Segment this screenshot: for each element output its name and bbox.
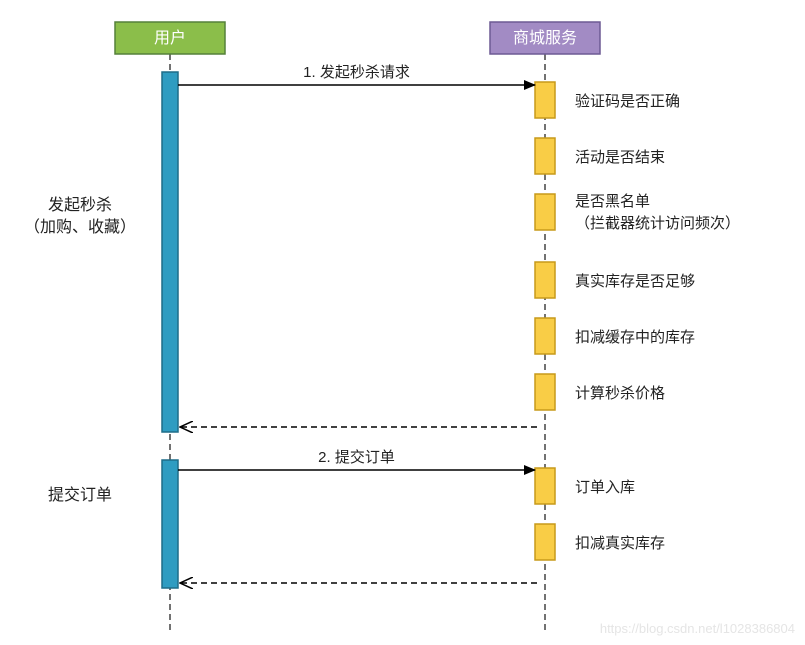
message-label-2: 2. 提交订单 — [318, 448, 395, 466]
note-left-0-0: 发起秒杀 — [48, 196, 112, 214]
step-label-7: 订单入库 — [575, 479, 635, 496]
step-label-4: 真实库存是否足够 — [575, 272, 695, 290]
step-label-2: 是否黑名单 — [575, 193, 650, 210]
activation-service-3 — [535, 138, 555, 174]
step-label-6: 计算秒杀价格 — [575, 384, 665, 402]
step-label-3: （拦截器统计访问频次） — [575, 215, 740, 232]
activation-service-5 — [535, 262, 555, 298]
step-label-0: 验证码是否正确 — [575, 93, 680, 110]
step-label-1: 活动是否结束 — [575, 149, 665, 166]
activation-user-0 — [162, 72, 178, 432]
activation-service-4 — [535, 194, 555, 230]
note-left-1-0: 提交订单 — [48, 486, 112, 504]
watermark: https://blog.csdn.net/l1028386804 — [600, 621, 795, 636]
sequence-diagram: 用户 商城服务 1. 发起秒杀请求 2. 提交订单 验证码是否正确活动是否结束是否黑名单… — [0, 0, 805, 645]
activation-user-1 — [162, 460, 178, 588]
actor-label-service: 商城服务 — [513, 29, 577, 47]
activation-service-9 — [535, 524, 555, 560]
activation-service-6 — [535, 318, 555, 354]
note-left-0-1: （加购、收藏） — [24, 218, 136, 236]
step-label-8: 扣减真实库存 — [575, 534, 665, 552]
step-label-5: 扣减缓存中的库存 — [575, 329, 695, 346]
activation-service-2 — [535, 82, 555, 118]
actor-label-user: 用户 — [154, 29, 186, 47]
message-label-0: 1. 发起秒杀请求 — [303, 64, 410, 81]
activation-service-7 — [535, 374, 555, 410]
activation-service-8 — [535, 468, 555, 504]
